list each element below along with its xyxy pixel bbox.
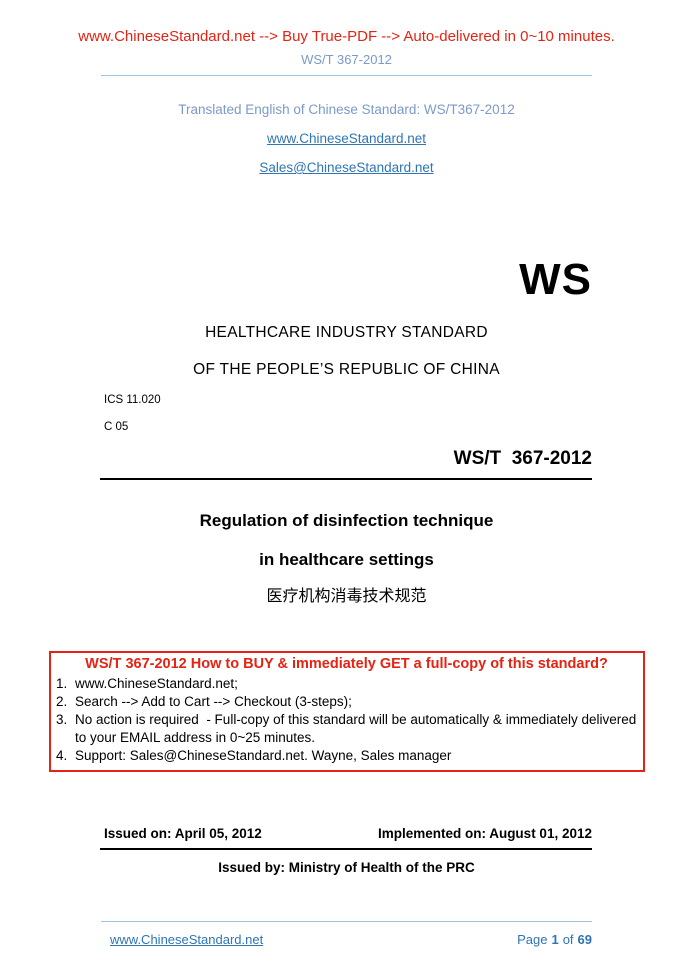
buy-step-4: Support: Sales@ChineseStandard.net. Wayn… (56, 747, 452, 765)
org-line-2: OF THE PEOPLE’S REPUBLIC OF CHINA (193, 361, 500, 378)
footer-website-link[interactable]: www.ChineseStandard.net (110, 932, 264, 947)
translated-title: Translated English of Chinese Standard: … (178, 102, 515, 117)
implemented-on-date: Implemented on: August 01, 2012 (377, 826, 592, 841)
title-english-line1: Regulation of disinfection technique (199, 511, 494, 530)
buy-step-2: Search --> Add to Cart --> Checkout (3-s… (56, 693, 352, 711)
website-link[interactable]: www.ChineseStandard.net (266, 131, 427, 146)
standard-code-header: WS/T 367-2012 (301, 52, 392, 67)
issue-dates-row: Issued on: April 05, 2012 Implemented on… (0, 825, 693, 842)
issued-by: Issued by: Ministry of Health of the PRC (218, 860, 475, 875)
ics-code: ICS 11.020 (104, 394, 161, 406)
issued-on-date: Issued on: April 05, 2012 (104, 826, 262, 841)
header-divider (101, 75, 592, 76)
page-total: 69 (577, 932, 592, 947)
page-current: 1 (551, 932, 559, 947)
buy-instructions-box: WS/T 367-2012 How to BUY & immediately G… (49, 651, 645, 772)
buy-steps-list: www.ChineseStandard.net; Search --> Add … (54, 675, 639, 765)
promo-banner: www.ChineseStandard.net --> Buy True-PDF… (78, 28, 615, 45)
standard-number-divider (100, 478, 592, 480)
title-chinese: 医疗机构消毒技术规范 (266, 586, 427, 605)
class-code: C 05 (104, 421, 129, 433)
standard-number: WS/T 367-2012 (453, 448, 592, 469)
buy-box-heading: WS/T 367-2012 How to BUY & immediately G… (85, 656, 608, 672)
page-indicator: Page 1 of 69 (517, 931, 592, 948)
page-label: Page (517, 932, 548, 947)
buy-step-1: www.ChineseStandard.net; (56, 675, 238, 693)
sales-email-link[interactable]: Sales@ChineseStandard.net (259, 160, 434, 175)
issue-divider (100, 848, 592, 850)
buy-step-3: No action is required - Full-copy of thi… (56, 711, 641, 745)
page-of-label: of (562, 932, 574, 947)
title-english-line2: in healthcare settings (259, 550, 434, 569)
footer: www.ChineseStandard.net Page 1 of 69 (0, 931, 693, 948)
org-line-1: HEALTHCARE INDUSTRY STANDARD (205, 324, 488, 341)
standard-body-logo: WS (519, 255, 592, 304)
footer-divider (101, 921, 592, 922)
